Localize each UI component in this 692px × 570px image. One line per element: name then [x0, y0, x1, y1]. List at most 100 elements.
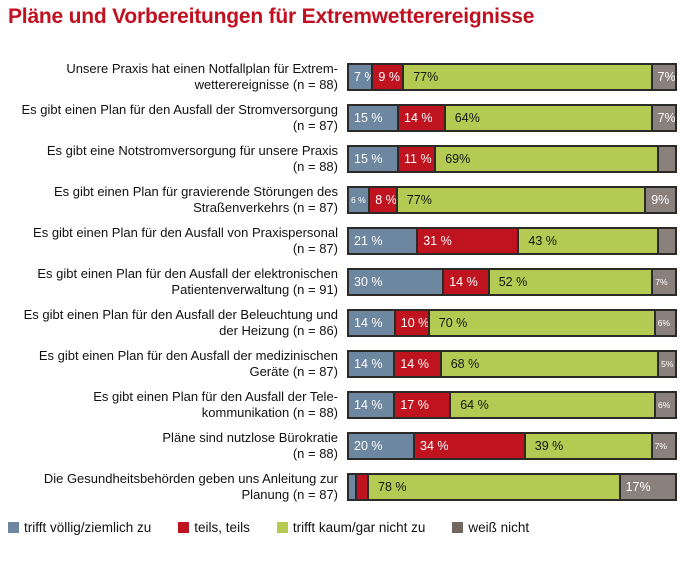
- row-label-line-2: (n = 88): [292, 445, 338, 461]
- stacked-bar-chart: Unsere Praxis hat einen Notfallplan für …: [0, 56, 692, 507]
- bar-segment-dontknow: 7%: [652, 433, 675, 458]
- row-label: Es gibt einen Plan für den Ausfall der T…: [0, 389, 347, 420]
- row-label: Es gibt einen Plan für gravierende Störu…: [0, 184, 347, 215]
- segment-value-label: 69%: [445, 151, 471, 166]
- row-label-line-2: (n = 87): [292, 240, 338, 256]
- bar-segment-disagree: 68 %: [441, 351, 660, 376]
- bar-segment-dontknow: 5%: [659, 351, 676, 376]
- bar-segment-mixed: 17 %: [395, 392, 452, 417]
- bar-segment-dontknow: 6%: [655, 310, 675, 335]
- bar-segment-disagree: 70 %: [429, 310, 656, 335]
- segment-value-label: 68 %: [450, 356, 480, 371]
- bar-segment-agree: 7 %: [349, 64, 374, 89]
- row-label-line-1: Die Gesundheitsbehörden geben uns Anleit…: [43, 471, 338, 486]
- segment-value-label: 78 %: [378, 479, 407, 494]
- segment-value-label: 7%: [654, 440, 667, 451]
- stacked-bar: 30 % 14 % 52 % 7%: [347, 267, 677, 296]
- bar-segment-agree: 15 %: [349, 105, 399, 130]
- legend-item-dontknow: weiß nicht: [452, 520, 529, 535]
- segment-value-label: 43 %: [528, 233, 557, 248]
- bar-segment-agree: 21 %: [349, 228, 419, 253]
- bar-segment-mixed: 8 %: [370, 187, 398, 212]
- legend-swatch-icon: [276, 522, 288, 533]
- segment-value-label: 70 %: [438, 315, 468, 330]
- row-label-line-2: der Heizung (n = 86): [219, 322, 338, 338]
- bar-segment-mixed: 10 %: [395, 310, 430, 335]
- segment-value-label: 10 %: [400, 315, 430, 330]
- row-label-line-1: Es gibt einen Plan für den Ausfall von P…: [33, 225, 338, 240]
- row-label-line-2: (n = 88): [292, 158, 338, 174]
- row-label-line-1: Unsere Praxis hat einen Notfallplan für …: [66, 61, 338, 76]
- chart-title: Pläne und Vorbereitungen für Extremwette…: [8, 5, 535, 28]
- legend-item-mixed: teils, teils: [178, 520, 250, 535]
- bar-segment-agree: 14 %: [349, 351, 396, 376]
- bar-segment-mixed: [357, 474, 369, 499]
- bar-segment-disagree: 77%: [397, 187, 647, 212]
- segment-value-label: 21 %: [354, 233, 383, 248]
- segment-value-label: 34 %: [420, 438, 449, 453]
- stacked-bar: 14 % 14 % 68 % 5%: [347, 349, 677, 378]
- segment-value-label: 7%: [657, 69, 676, 84]
- row-label-line-1: Es gibt einen Plan für den Ausfall der m…: [38, 348, 338, 363]
- bar-segment-agree: 6 %: [349, 187, 371, 212]
- bar-segment-disagree: 64%: [445, 105, 653, 130]
- segment-value-label: 5%: [661, 358, 674, 369]
- bar-segment-disagree: 64 %: [451, 392, 656, 417]
- bar-segment-mixed: 34 %: [415, 433, 526, 458]
- legend-swatch-icon: [8, 522, 19, 533]
- chart-row: Es gibt einen Plan für den Ausfall von P…: [0, 220, 692, 261]
- row-label-line-2: kommunikation (n = 88): [201, 404, 338, 420]
- segment-value-label: 6 %: [351, 194, 366, 205]
- chart-row: Unsere Praxis hat einen Notfallplan für …: [0, 56, 692, 97]
- segment-value-label: 77%: [413, 69, 439, 84]
- bar-segment-disagree: 69%: [436, 146, 659, 171]
- row-label-line-1: Es gibt einen Plan für den Ausfall der T…: [93, 389, 338, 404]
- chart-row: Es gibt eine Notstromversorgung für unse…: [0, 138, 692, 179]
- row-label-line-1: Es gibt einen Plan für den Ausfall der S…: [21, 102, 338, 117]
- bar-segment-dontknow: 7%: [652, 105, 675, 130]
- row-label-line-2: Straßenverkehrs (n = 87): [193, 199, 338, 215]
- row-label: Es gibt einen Plan für den Ausfall der S…: [0, 102, 347, 133]
- segment-value-label: 30 %: [354, 274, 383, 289]
- legend-item-agree: trifft völlig/ziemlich zu: [8, 520, 151, 535]
- bar-segment-agree: [349, 474, 358, 499]
- row-label-line-1: Pläne sind nutzlose Bürokratie: [162, 430, 338, 445]
- row-label-line-1: Es gibt einen Plan für den Ausfall der e…: [37, 266, 338, 281]
- segment-value-label: 14 %: [354, 315, 383, 330]
- row-label-line-2: Geräte (n = 87): [249, 363, 338, 379]
- row-label: Es gibt einen Plan für den Ausfall der e…: [0, 266, 347, 297]
- segment-value-label: 52 %: [498, 274, 528, 289]
- stacked-bar: 14 % 10 % 70 % 6%: [347, 308, 677, 337]
- segment-value-label: 14 %: [449, 274, 478, 289]
- bar-segment-dontknow: [659, 146, 675, 171]
- segment-value-label: 14 %: [354, 356, 383, 371]
- bar-segment-dontknow: 7%: [652, 64, 676, 89]
- bar-segment-mixed: 14 %: [444, 269, 490, 294]
- segment-value-label: 14 %: [404, 110, 433, 125]
- bar-segment-mixed: 11 %: [399, 146, 437, 171]
- legend-label: weiß nicht: [468, 520, 530, 535]
- row-label-line-1: Es gibt einen Plan für den Ausfall der B…: [23, 307, 338, 322]
- segment-value-label: 17%: [625, 479, 651, 494]
- row-label: Es gibt einen Plan für den Ausfall der B…: [0, 307, 347, 338]
- segment-value-label: 7%: [655, 276, 668, 287]
- segment-value-label: 20 %: [354, 438, 383, 453]
- bar-segment-dontknow: 7%: [653, 269, 675, 294]
- stacked-bar: 6 % 8 % 77% 9%: [347, 185, 677, 214]
- segment-value-label: 64 %: [460, 397, 489, 412]
- bar-segment-agree: 20 %: [349, 433, 415, 458]
- bar-segment-disagree: 78 %: [369, 474, 621, 499]
- segment-value-label: 7 %: [354, 69, 374, 84]
- row-label: Unsere Praxis hat einen Notfallplan für …: [0, 61, 347, 92]
- segment-value-label: 8 %: [375, 192, 397, 207]
- chart-row: Es gibt einen Plan für gravierende Störu…: [0, 179, 692, 220]
- segment-value-label: 64%: [454, 110, 480, 125]
- bar-segment-dontknow: 9%: [646, 187, 675, 212]
- row-label: Es gibt einen Plan für den Ausfall von P…: [0, 225, 347, 256]
- bar-segment-agree: 15 %: [349, 146, 399, 171]
- bar-segment-mixed: 14 %: [395, 351, 442, 376]
- segment-value-label: 17 %: [400, 397, 429, 412]
- bar-segment-agree: 14 %: [349, 310, 396, 335]
- segment-value-label: 9%: [651, 192, 670, 207]
- row-label-line-1: Es gibt eine Notstromversorgung für unse…: [46, 143, 338, 158]
